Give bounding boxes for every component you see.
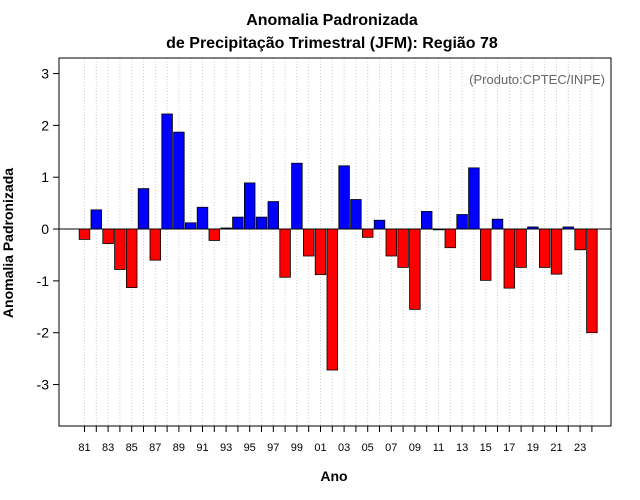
x-tick-label: 93 (220, 442, 232, 454)
bar-2023 (574, 228, 586, 251)
y-axis-label: Anomalia Padronizada (0, 168, 16, 318)
bar-1983 (102, 228, 114, 244)
bar-2018 (515, 228, 527, 268)
bar-2020 (539, 228, 551, 268)
bar-1987 (149, 228, 162, 261)
x-tick-label: 07 (385, 442, 397, 454)
plot-frame (58, 57, 612, 427)
x-tick-label: 97 (267, 442, 279, 454)
bar-2009 (409, 228, 421, 310)
bar-1985 (126, 228, 138, 289)
x-tick-label: 91 (196, 442, 208, 454)
bar-1981 (78, 228, 91, 240)
x-tick-label: 81 (78, 442, 90, 454)
x-tick-label: 13 (456, 442, 468, 454)
x-tick-label: 17 (503, 442, 515, 454)
x-tick-label: 01 (314, 442, 326, 454)
x-tick-label: 05 (362, 442, 374, 454)
bar-2000 (302, 228, 315, 257)
bar-2021 (550, 228, 563, 275)
bar-1984 (114, 228, 126, 270)
bar-1994 (232, 216, 244, 230)
bar-2001 (314, 228, 327, 276)
x-tick-label: 95 (244, 442, 256, 454)
bar-2008 (397, 228, 409, 268)
bar-2015 (479, 228, 492, 281)
bar-2024 (586, 228, 598, 334)
bar-1998 (279, 228, 291, 278)
x-tick-label: 11 (433, 442, 444, 454)
bar-1995 (243, 182, 256, 230)
bar-2007 (385, 228, 398, 257)
chart-title-line-1: Anomalia Padronizada (246, 12, 418, 29)
source-annotation: (Produto:CPTEC/INPE) (469, 72, 605, 87)
bars (78, 113, 598, 371)
bar-1992 (208, 228, 221, 241)
y-tick-label: 3 (41, 66, 49, 82)
y-tick-label: 2 (41, 117, 49, 133)
bar-2016 (491, 218, 504, 230)
y-tick-label: 1 (41, 169, 49, 185)
x-tick-label: 87 (149, 442, 161, 454)
x-tick-label: 89 (173, 442, 185, 454)
y-axis: -3 -2 -1 0 1 2 3 (37, 66, 59, 393)
bar-1996 (255, 216, 268, 230)
x-tick-label: 15 (480, 442, 492, 454)
x-axis: 81 83 85 87 89 91 93 95 97 99 01 03 05 07 09 11 13 15 17 19… (78, 426, 593, 454)
bar-1990 (184, 222, 197, 230)
bar-1997 (267, 201, 280, 230)
chart-title-line-2: de Precipitação Trimestral (JFM): Região… (166, 35, 498, 52)
x-axis-label: Ano (320, 468, 347, 484)
bar-1982 (90, 209, 103, 230)
bar-1986 (137, 188, 150, 230)
x-tick-label: 03 (338, 442, 350, 454)
bar-2014 (468, 167, 480, 230)
bar-2005 (361, 228, 374, 238)
x-tick-label: 85 (126, 442, 138, 454)
x-tick-label: 83 (102, 442, 114, 454)
y-tick-label: -2 (37, 325, 50, 341)
bar-2017 (503, 228, 516, 289)
bar-2004 (350, 199, 362, 230)
bar-2012 (444, 228, 457, 249)
x-tick-label: 99 (291, 442, 303, 454)
bar-1988 (161, 113, 173, 230)
y-tick-label: -1 (37, 273, 50, 289)
x-tick-label: 21 (550, 442, 562, 454)
y-tick-label: 0 (41, 221, 49, 237)
bar-2006 (373, 219, 386, 230)
x-tick-label: 23 (574, 442, 586, 454)
y-tick-label: -3 (37, 377, 50, 393)
bar-2010 (420, 211, 433, 230)
bar-1991 (196, 206, 209, 230)
bar-1989 (173, 131, 185, 230)
x-tick-label: 09 (409, 442, 421, 454)
bar-2002 (326, 228, 339, 371)
bar-2003 (338, 165, 350, 230)
bar-2013 (456, 214, 468, 230)
bar-1999 (291, 162, 303, 230)
x-tick-label: 19 (527, 442, 539, 454)
